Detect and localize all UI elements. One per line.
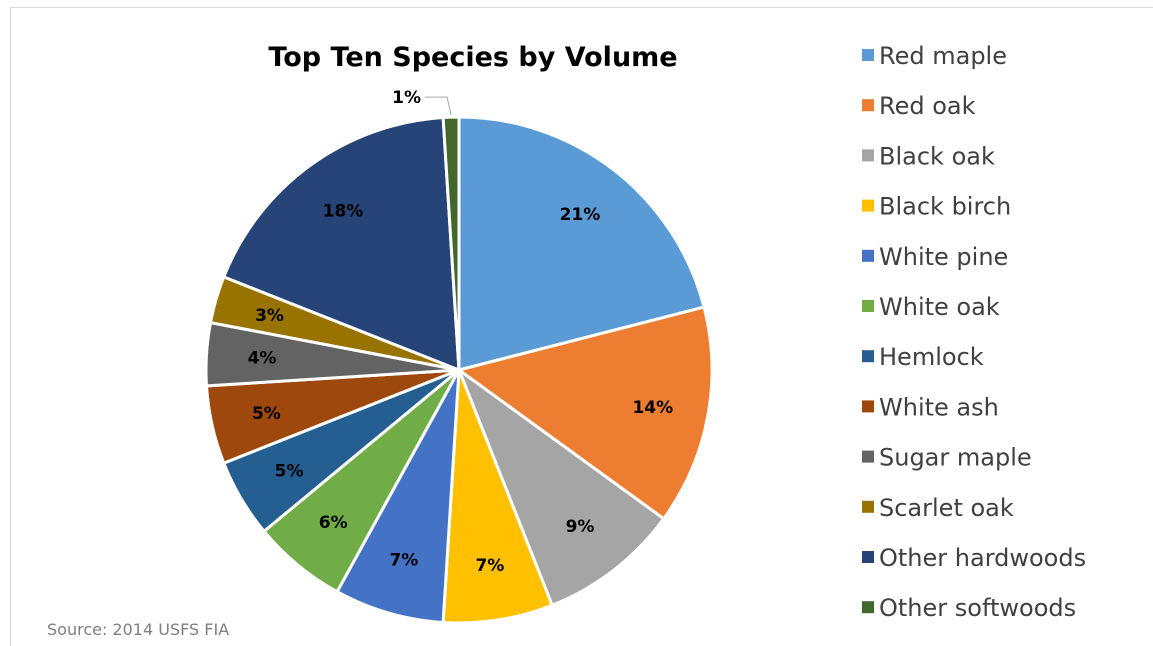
legend-swatch-other-softwoods — [862, 601, 874, 614]
legend-label-white-oak: White oak — [879, 293, 1000, 321]
legend-label-other-hardwoods: Other hardwoods — [879, 544, 1086, 572]
legend-label-scarlet-oak: Scarlet oak — [879, 494, 1014, 522]
legend-label-hemlock: Hemlock — [879, 343, 984, 371]
legend-swatch-other-hardwoods — [862, 551, 874, 563]
pie-slice-red-oak — [455, 305, 714, 521]
legend-label-black-oak: Black oak — [879, 142, 995, 170]
data-label-scarlet-oak: 3% — [255, 306, 284, 326]
legend-swatch-hemlock — [862, 350, 874, 363]
legend-swatch-black-oak — [862, 149, 874, 162]
chart-title: Top Ten Species by Volume — [268, 42, 677, 73]
legend-swatch-sugar-maple — [862, 450, 874, 463]
legend-label-black-birch: Black birch — [879, 193, 1011, 221]
legend-label-red-maple: Red maple — [879, 42, 1007, 70]
legend-swatch-white-ash — [862, 400, 874, 413]
pie-slices — [204, 115, 714, 625]
data-label-sugar-maple: 4% — [248, 349, 277, 369]
data-label-white-pine: 7% — [389, 551, 418, 571]
pie-slice-black-oak — [455, 365, 666, 608]
pie-slice-other-softwoods — [441, 115, 461, 371]
pie-slice-black-birch — [441, 369, 555, 625]
legend-swatch-white-pine — [862, 249, 874, 262]
data-label-white-oak: 6% — [319, 513, 348, 533]
legend: Red maple Red oak Black oak Black birch Whit… — [862, 42, 1086, 622]
data-label-other-hardwoods: 18% — [323, 201, 364, 221]
data-label-other-softwoods: 1% — [392, 88, 421, 108]
legend-swatch-red-oak — [862, 99, 874, 112]
data-label-red-oak: 14% — [632, 398, 673, 418]
legend-swatch-red-maple — [862, 49, 874, 61]
legend-label-red-oak: Red oak — [879, 92, 976, 120]
pie-slice-other-hardwoods — [221, 115, 461, 373]
legend-label-white-ash: White ash — [879, 393, 999, 421]
leader-line-other-softwoods — [424, 96, 452, 116]
data-label-hemlock: 5% — [275, 462, 304, 482]
legend-swatch-scarlet-oak — [862, 500, 874, 513]
pie-slice-red-maple — [457, 115, 706, 372]
data-label-black-birch: 7% — [475, 556, 504, 576]
data-label-white-ash: 5% — [252, 404, 281, 424]
legend-swatch-black-birch — [862, 199, 874, 212]
legend-swatch-white-oak — [862, 300, 874, 312]
legend-label-white-pine: White pine — [879, 243, 1008, 271]
pie-labels: 21% 14% 9% 7% 7% 6% 5% 5% 4% 3% 18% 1% — [248, 88, 674, 576]
chart-area — [10, 7, 1153, 646]
data-label-red-maple: 21% — [560, 205, 601, 225]
source-note: Source: 2014 USFS FIA — [47, 620, 229, 639]
data-label-black-oak: 9% — [566, 517, 595, 537]
legend-label-other-softwoods: Other softwoods — [879, 594, 1076, 622]
legend-label-sugar-maple: Sugar maple — [879, 444, 1032, 472]
pie-slice-white-pine — [335, 369, 461, 625]
